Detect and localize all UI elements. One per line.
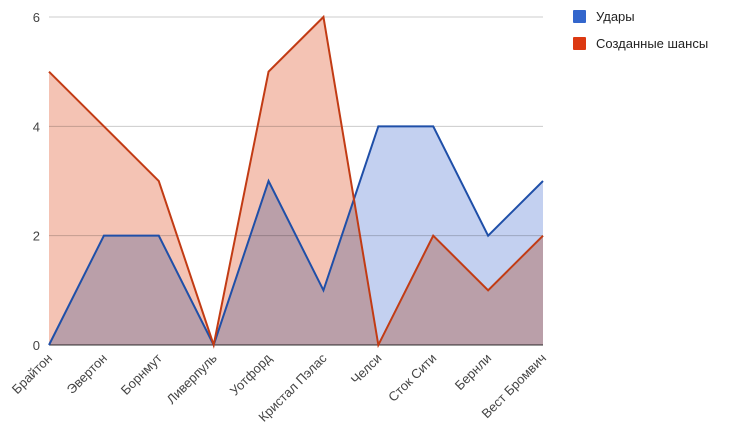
series-areas <box>48 14 544 349</box>
x-tick-label: Уотфорд <box>227 350 275 398</box>
x-tick-label: Борнмут <box>118 350 165 397</box>
x-tick-label: Ливерпуль <box>163 350 219 406</box>
area-fill-series-1 <box>49 17 543 345</box>
x-tick-label: Эвертон <box>64 351 110 397</box>
series-line-0 <box>48 125 544 348</box>
legend: Удары Созданные шансы <box>573 9 708 51</box>
x-tick-label: Бернли <box>452 351 494 393</box>
y-tick-label: 0 <box>33 338 40 353</box>
x-tick-label: Челси <box>348 351 385 388</box>
x-tick-label: Брайтон <box>9 351 55 397</box>
y-tick-label: 2 <box>33 229 40 244</box>
legend-label: Удары <box>596 9 635 24</box>
series-line-1 <box>48 14 544 349</box>
y-tick-label: 6 <box>33 10 40 25</box>
legend-label: Созданные шансы <box>596 36 708 51</box>
y-tick-label: 4 <box>33 119 40 134</box>
x-tick-label: Сток Сити <box>385 351 439 405</box>
legend-swatch <box>573 37 586 50</box>
legend-swatch <box>573 10 586 23</box>
